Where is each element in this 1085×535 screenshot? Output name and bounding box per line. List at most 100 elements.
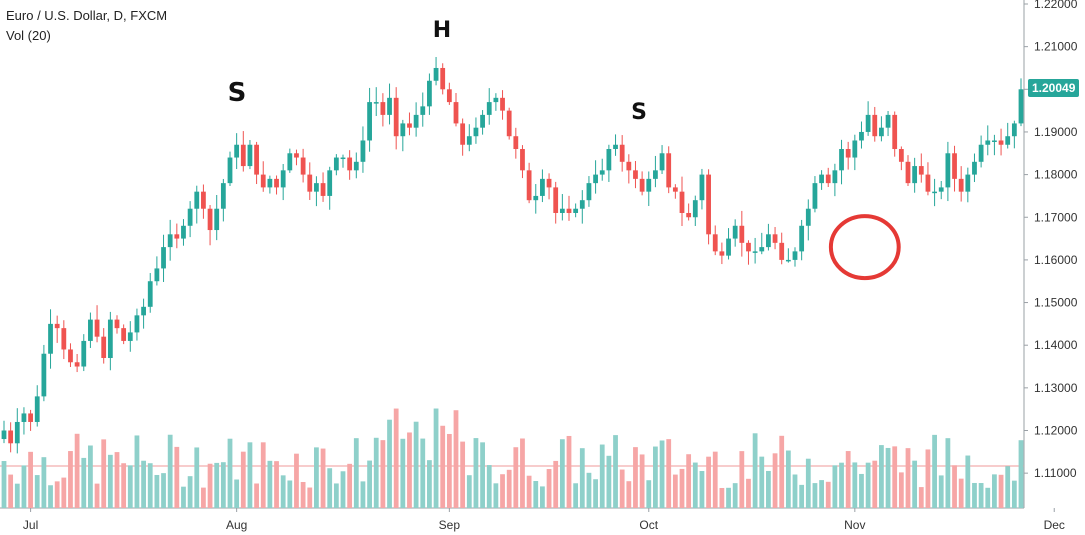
candle-body (872, 114, 878, 137)
volume-bar (41, 457, 47, 508)
candle-body (839, 149, 844, 171)
candle-body (400, 123, 406, 137)
candle-body (898, 149, 904, 162)
candle-body (327, 170, 333, 196)
y-tick-label: 1.11000 (1034, 466, 1077, 480)
volume-bar (347, 463, 353, 508)
volume-bar (294, 453, 299, 508)
volume-bar (214, 462, 220, 508)
candle-body (633, 170, 638, 179)
volume-bar (8, 474, 14, 508)
candle-body (420, 106, 426, 115)
candle-body (174, 234, 180, 239)
candle-body (613, 144, 618, 150)
volume-bar (68, 451, 73, 508)
volume-bar (466, 475, 472, 508)
candle-body (546, 178, 552, 188)
volume-bar (121, 463, 127, 508)
volume-bar (892, 446, 898, 508)
candle-body (885, 114, 891, 128)
candle-body (260, 174, 266, 188)
volume-bar (367, 460, 372, 508)
candle-body (752, 251, 758, 253)
candle-body (606, 149, 612, 171)
x-tick-label: Dec (1044, 518, 1065, 532)
volume-bar (21, 465, 27, 508)
volume-bar (154, 474, 160, 508)
candle-body (520, 149, 525, 171)
candle-body (965, 174, 971, 192)
candle-body (646, 178, 652, 192)
candle-body (500, 97, 505, 111)
candle-body (68, 349, 73, 363)
candle-body (599, 170, 605, 175)
candle-body (726, 238, 731, 256)
candle-body (34, 396, 40, 422)
volume-bar (360, 481, 366, 508)
volume-bar (958, 478, 964, 508)
volume-bar (852, 462, 858, 508)
volume-bar (739, 451, 745, 508)
candle-body (274, 178, 279, 188)
volume-bar (287, 480, 293, 508)
volume-bar (1011, 480, 1017, 508)
candle-body (506, 110, 512, 137)
volume-bar (280, 475, 286, 508)
candle-body (121, 328, 127, 341)
volume-bar (227, 438, 233, 508)
candle-body (114, 319, 120, 329)
volume-bar (161, 473, 166, 508)
candle-body (825, 174, 831, 184)
volume-bar (314, 447, 319, 508)
volume-bar (559, 439, 565, 508)
candle-body (61, 328, 67, 350)
candle-body (480, 114, 485, 128)
candle-body (746, 242, 751, 252)
candle-body (845, 149, 851, 158)
y-tick-label: 1.21000 (1034, 40, 1078, 54)
candle-body (433, 67, 439, 81)
volume-bar (879, 445, 884, 508)
volume-bar (666, 439, 672, 508)
volume-bar (719, 487, 725, 508)
volume-bar (207, 463, 213, 508)
volume-bar (433, 408, 439, 508)
candle-body (347, 157, 353, 171)
volume-bar (606, 455, 612, 508)
volume-bar (925, 449, 931, 508)
volume-bar (74, 433, 80, 508)
volume-bar (633, 447, 638, 508)
candle-body (466, 136, 472, 145)
volume-indicator-label[interactable]: Vol (20) (6, 28, 51, 43)
candle-body (619, 144, 625, 162)
volume-bar (952, 465, 957, 508)
volume-bar (446, 433, 452, 508)
volume-bar (799, 484, 805, 508)
x-tick-label: Sep (439, 518, 461, 532)
candle-body (187, 208, 193, 226)
candle-body (88, 319, 93, 341)
volume-bar (387, 419, 392, 508)
candle-body (294, 153, 299, 158)
volume-bar (998, 474, 1004, 508)
volume-bar (1005, 466, 1011, 508)
candle-body (300, 157, 306, 175)
candle-body (952, 153, 957, 179)
candle-body (692, 200, 698, 218)
volume-bar (752, 433, 758, 508)
candle-body (393, 97, 399, 137)
candle-body (925, 174, 931, 192)
candle-body (766, 234, 771, 248)
candle-body (154, 268, 160, 282)
volume-bar (260, 442, 266, 508)
candle-body (220, 183, 226, 209)
candle-body (1018, 89, 1024, 124)
candle-body (367, 102, 372, 141)
candle-body (938, 187, 944, 192)
candle-body (280, 170, 286, 188)
candle-body (759, 247, 765, 252)
volume-bar (639, 454, 645, 508)
volume-bar (573, 483, 579, 508)
volume-bar (679, 468, 685, 508)
